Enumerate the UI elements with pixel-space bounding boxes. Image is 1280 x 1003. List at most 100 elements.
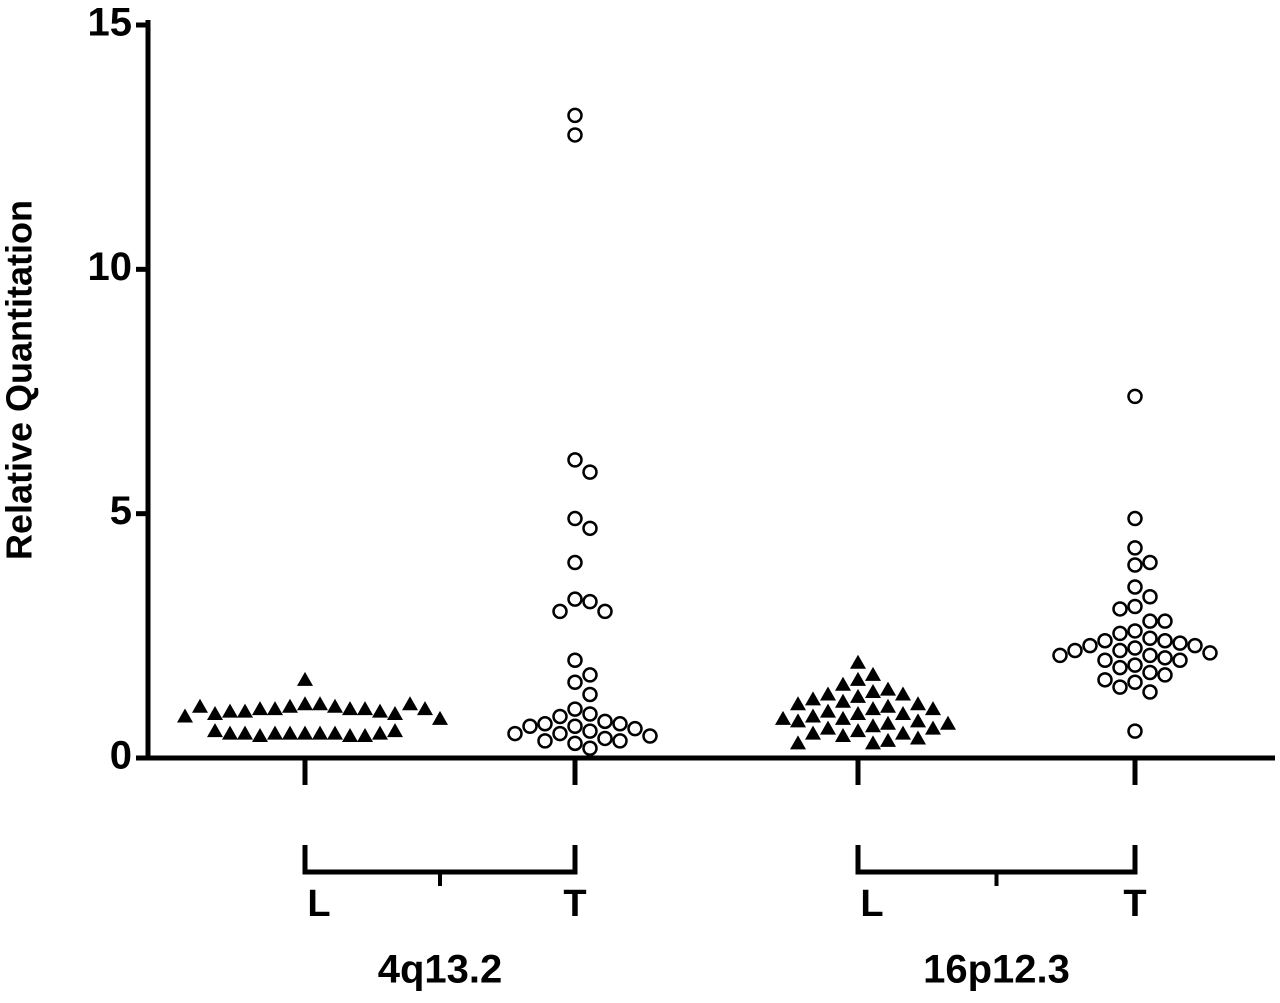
data-point <box>297 725 313 740</box>
data-point <box>297 696 313 711</box>
data-point <box>865 701 881 716</box>
data-point <box>537 733 553 749</box>
data-point <box>880 681 896 696</box>
data-point <box>1127 510 1143 527</box>
data-point <box>567 127 583 143</box>
data-point <box>327 725 343 740</box>
data-point <box>372 725 388 740</box>
data-point <box>552 725 568 742</box>
data-point <box>357 701 373 716</box>
data-point <box>1127 540 1143 556</box>
data-point <box>1142 554 1158 571</box>
data-point <box>1142 588 1158 605</box>
data-point <box>790 713 806 728</box>
data-point <box>267 701 283 716</box>
data-point <box>402 696 418 711</box>
data-point <box>895 686 911 701</box>
data-point <box>865 718 881 733</box>
y-tick-label: 10 <box>88 245 133 289</box>
data-point <box>1127 623 1143 639</box>
data-point <box>805 725 821 740</box>
data-point <box>775 710 791 725</box>
data-point <box>207 706 223 721</box>
data-point <box>582 520 598 537</box>
data-point <box>850 688 866 703</box>
data-point <box>582 686 598 703</box>
data-point <box>597 730 613 747</box>
data-point <box>537 716 553 732</box>
data-point <box>282 698 298 713</box>
data-point <box>1127 657 1143 673</box>
data-point <box>1142 613 1158 629</box>
data-point <box>910 713 926 728</box>
data-point <box>820 686 836 701</box>
x-tick-label: T <box>563 883 586 925</box>
data-point <box>1187 637 1203 654</box>
data-point <box>372 703 388 718</box>
group-label: 16p12.3 <box>923 948 1070 992</box>
data-point <box>790 696 806 711</box>
data-point <box>880 698 896 713</box>
data-point <box>880 732 896 747</box>
data-point <box>1127 388 1143 405</box>
data-point <box>567 510 583 527</box>
data-point <box>342 728 358 743</box>
data-point <box>880 715 896 730</box>
data-point <box>297 671 313 686</box>
data-point <box>612 716 628 732</box>
data-point <box>925 720 941 735</box>
data-point <box>432 710 448 725</box>
data-point <box>910 696 926 711</box>
data-point <box>1127 674 1143 691</box>
data-point <box>865 666 881 681</box>
data-point <box>1142 664 1158 681</box>
data-point <box>805 691 821 706</box>
data-point <box>835 676 851 691</box>
data-point <box>1172 652 1188 669</box>
data-point <box>1202 645 1218 661</box>
data-point <box>1127 723 1143 739</box>
data-point <box>1127 557 1143 573</box>
data-point <box>1142 684 1158 700</box>
data-point <box>567 452 583 468</box>
data-point <box>865 684 881 699</box>
data-point <box>567 718 583 734</box>
data-point <box>1097 632 1113 649</box>
data-point <box>865 735 881 750</box>
data-point <box>642 728 658 744</box>
data-point <box>1097 672 1113 688</box>
y-axis-label: Relative Quantitation <box>0 200 40 560</box>
data-point <box>567 591 583 607</box>
data-point <box>1112 601 1128 617</box>
data-point <box>895 725 911 740</box>
data-point <box>327 698 343 713</box>
y-tick-label: 0 <box>110 734 132 778</box>
data-point <box>567 107 583 124</box>
group-label: 4q13.2 <box>378 948 503 992</box>
x-tick-label: L <box>860 883 883 925</box>
data-point <box>417 701 433 716</box>
data-point <box>192 698 208 713</box>
data-point <box>835 693 851 708</box>
data-point <box>1082 637 1098 654</box>
data-point <box>522 718 538 734</box>
data-point <box>612 733 628 749</box>
data-point <box>627 720 643 737</box>
data-point <box>1112 642 1128 659</box>
data-point <box>1127 598 1143 615</box>
data-point <box>940 715 956 730</box>
data-point <box>597 713 613 730</box>
data-point <box>1112 679 1128 695</box>
data-point <box>582 593 598 610</box>
data-point <box>1172 635 1188 651</box>
data-point <box>282 725 298 740</box>
data-point <box>850 723 866 738</box>
data-point <box>1157 632 1173 649</box>
data-point <box>342 701 358 716</box>
data-point <box>267 725 283 740</box>
y-tick-label: 15 <box>88 1 133 45</box>
data-point <box>507 725 523 742</box>
data-point <box>252 728 268 743</box>
data-point <box>312 696 328 711</box>
